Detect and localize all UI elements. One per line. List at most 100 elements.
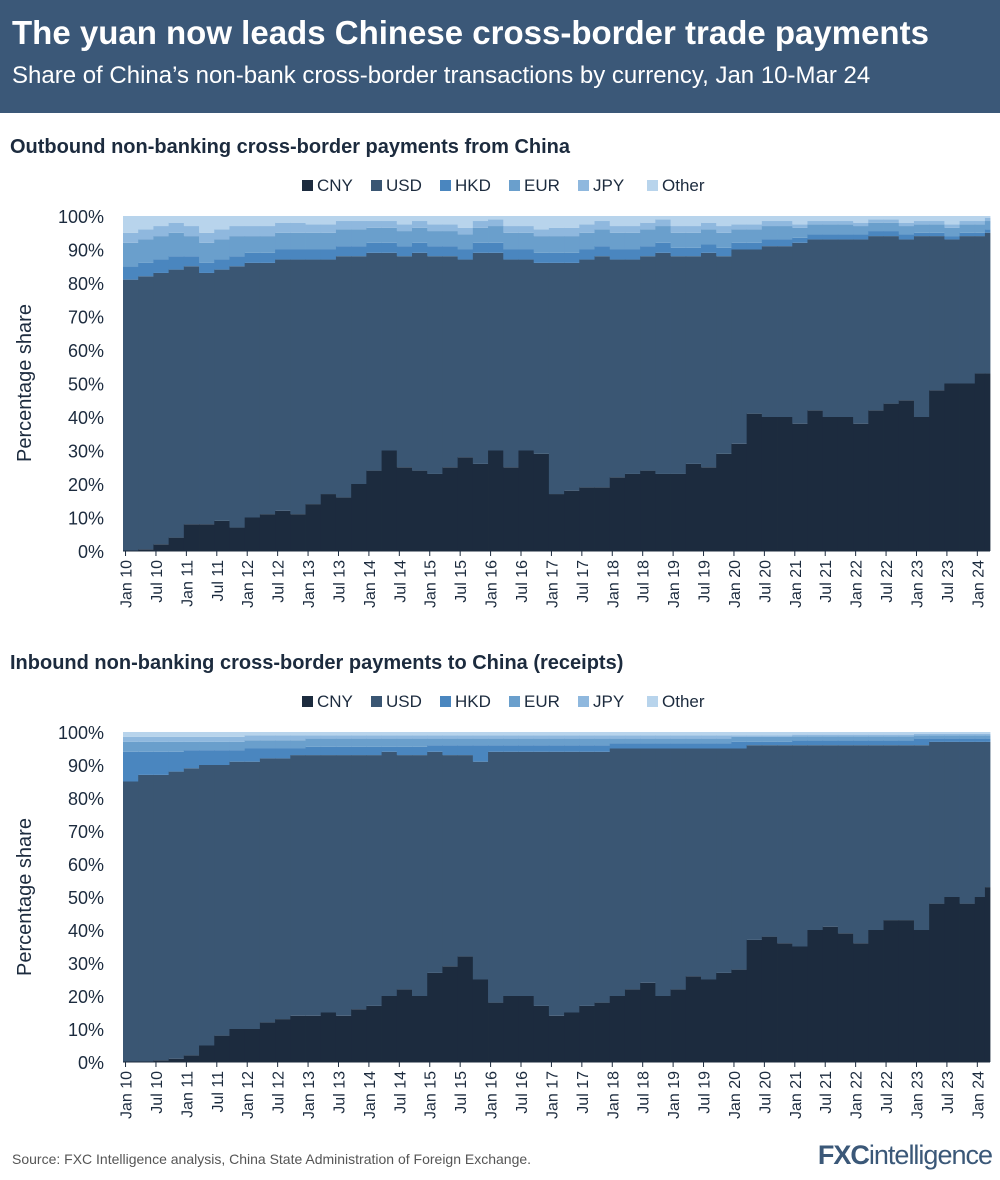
x-tick-label: Jul 14 xyxy=(392,1071,409,1114)
area-segment-jpy xyxy=(777,221,793,227)
area-segment-other xyxy=(229,216,246,227)
area-segment-jpy xyxy=(777,735,793,737)
area-segment-cny xyxy=(457,956,474,1062)
area-segment-usd xyxy=(503,751,519,996)
area-segment-other xyxy=(518,732,535,736)
area-segment-eur xyxy=(868,222,884,232)
area-segment-other xyxy=(138,732,154,737)
area-segment-jpy xyxy=(366,735,382,739)
area-segment-jpy xyxy=(290,222,306,233)
area-segment-usd xyxy=(442,256,459,468)
area-segment-cny xyxy=(320,494,337,551)
x-tick-label: Jan 14 xyxy=(362,560,379,608)
area-segment-cny xyxy=(984,373,991,551)
area-segment-eur xyxy=(290,740,306,749)
x-tick-label: Jul 20 xyxy=(757,560,774,603)
area-segment-usd xyxy=(412,755,428,996)
area-segment-hkd xyxy=(640,743,656,749)
area-segment-eur xyxy=(746,736,763,742)
area-segment-hkd xyxy=(868,740,884,746)
area-segment-cny xyxy=(746,413,763,551)
area-segment-other xyxy=(153,732,170,737)
area-segment-usd xyxy=(214,765,230,1036)
area-segment-hkd xyxy=(229,256,246,267)
area-segment-jpy xyxy=(351,221,367,230)
area-segment-cny xyxy=(199,1045,215,1062)
area-segment-eur xyxy=(837,224,854,235)
area-segment-jpy xyxy=(837,734,854,737)
area-segment-cny xyxy=(624,989,641,1062)
area-segment-cny xyxy=(853,943,869,1062)
area-segment-usd xyxy=(609,259,626,478)
area-segment-usd xyxy=(427,751,443,973)
legend-swatch xyxy=(440,180,451,191)
area-segment-cny xyxy=(548,1015,565,1062)
area-segment-eur xyxy=(488,226,504,243)
area-segment-cny xyxy=(594,1002,611,1062)
fxc-logo: FXCintelligence xyxy=(817,1140,993,1170)
area-segment-jpy xyxy=(548,735,565,739)
area-segment-jpy xyxy=(883,734,900,737)
x-tick-label: Jul 16 xyxy=(514,560,531,603)
x-tick-label: Jul 17 xyxy=(575,560,592,603)
area-segment-hkd xyxy=(381,746,398,752)
area-segment-usd xyxy=(290,259,306,515)
area-segment-jpy xyxy=(305,735,322,739)
area-segment-other xyxy=(701,216,717,223)
area-segment-other xyxy=(381,216,398,222)
area-segment-usd xyxy=(199,272,215,525)
area-segment-usd xyxy=(123,279,139,551)
area-segment-other xyxy=(396,216,413,225)
area-segment-jpy xyxy=(655,735,671,739)
area-segment-eur xyxy=(123,242,139,267)
area-segment-cny xyxy=(609,996,626,1062)
area-segment-other xyxy=(640,732,656,736)
x-tick-label: Jan 15 xyxy=(423,560,440,608)
legend-label: Other xyxy=(662,692,705,711)
area-segment-jpy xyxy=(290,735,306,741)
y-tick-label: 60% xyxy=(68,341,104,361)
area-segment-cny xyxy=(366,470,382,551)
area-segment-hkd xyxy=(427,246,443,257)
area-segment-usd xyxy=(792,242,808,424)
area-segment-usd xyxy=(244,262,261,518)
area-segment-other xyxy=(777,732,793,736)
legend-swatch xyxy=(440,696,451,707)
x-tick-label: Jul 23 xyxy=(940,560,957,603)
area-segment-other xyxy=(837,216,854,222)
y-tick-label: 40% xyxy=(68,921,104,941)
area-segment-eur xyxy=(229,741,246,751)
area-segment-hkd xyxy=(761,239,778,247)
area-segment-eur xyxy=(929,224,945,233)
area-segment-hkd xyxy=(396,746,413,756)
x-tick-label: Jan 21 xyxy=(788,1071,805,1119)
area-segment-other xyxy=(807,732,824,735)
area-segment-eur xyxy=(670,738,687,744)
legend: CNY USD HKD EUR JPY Other xyxy=(302,176,705,195)
area-segment-cny xyxy=(442,966,459,1062)
area-segment-other xyxy=(290,732,306,736)
area-segment-cny xyxy=(244,1029,261,1062)
area-segment-cny xyxy=(929,903,945,1062)
area-segment-eur xyxy=(655,226,671,243)
area-segment-other xyxy=(123,732,139,737)
legend-swatch xyxy=(509,180,520,191)
y-tick-label: 20% xyxy=(68,987,104,1007)
area-segment-other xyxy=(640,216,656,223)
y-tick-label: 0% xyxy=(78,1053,104,1073)
area-segment-cny xyxy=(853,423,869,551)
legend-item-cny: CNY xyxy=(302,692,353,711)
area-segment-usd xyxy=(853,239,869,424)
area-segment-jpy xyxy=(868,219,884,223)
area-segment-cny xyxy=(183,524,200,551)
area-segment-jpy xyxy=(731,735,748,737)
y-tick-label: 30% xyxy=(68,442,104,462)
area-segment-hkd xyxy=(335,246,352,257)
area-segment-eur xyxy=(183,236,200,257)
area-segment-usd xyxy=(731,748,748,970)
area-segment-hkd xyxy=(183,256,200,267)
area-segment-other xyxy=(168,732,185,737)
area-segment-eur xyxy=(366,738,382,747)
x-tick-label: Jul 10 xyxy=(149,560,166,603)
